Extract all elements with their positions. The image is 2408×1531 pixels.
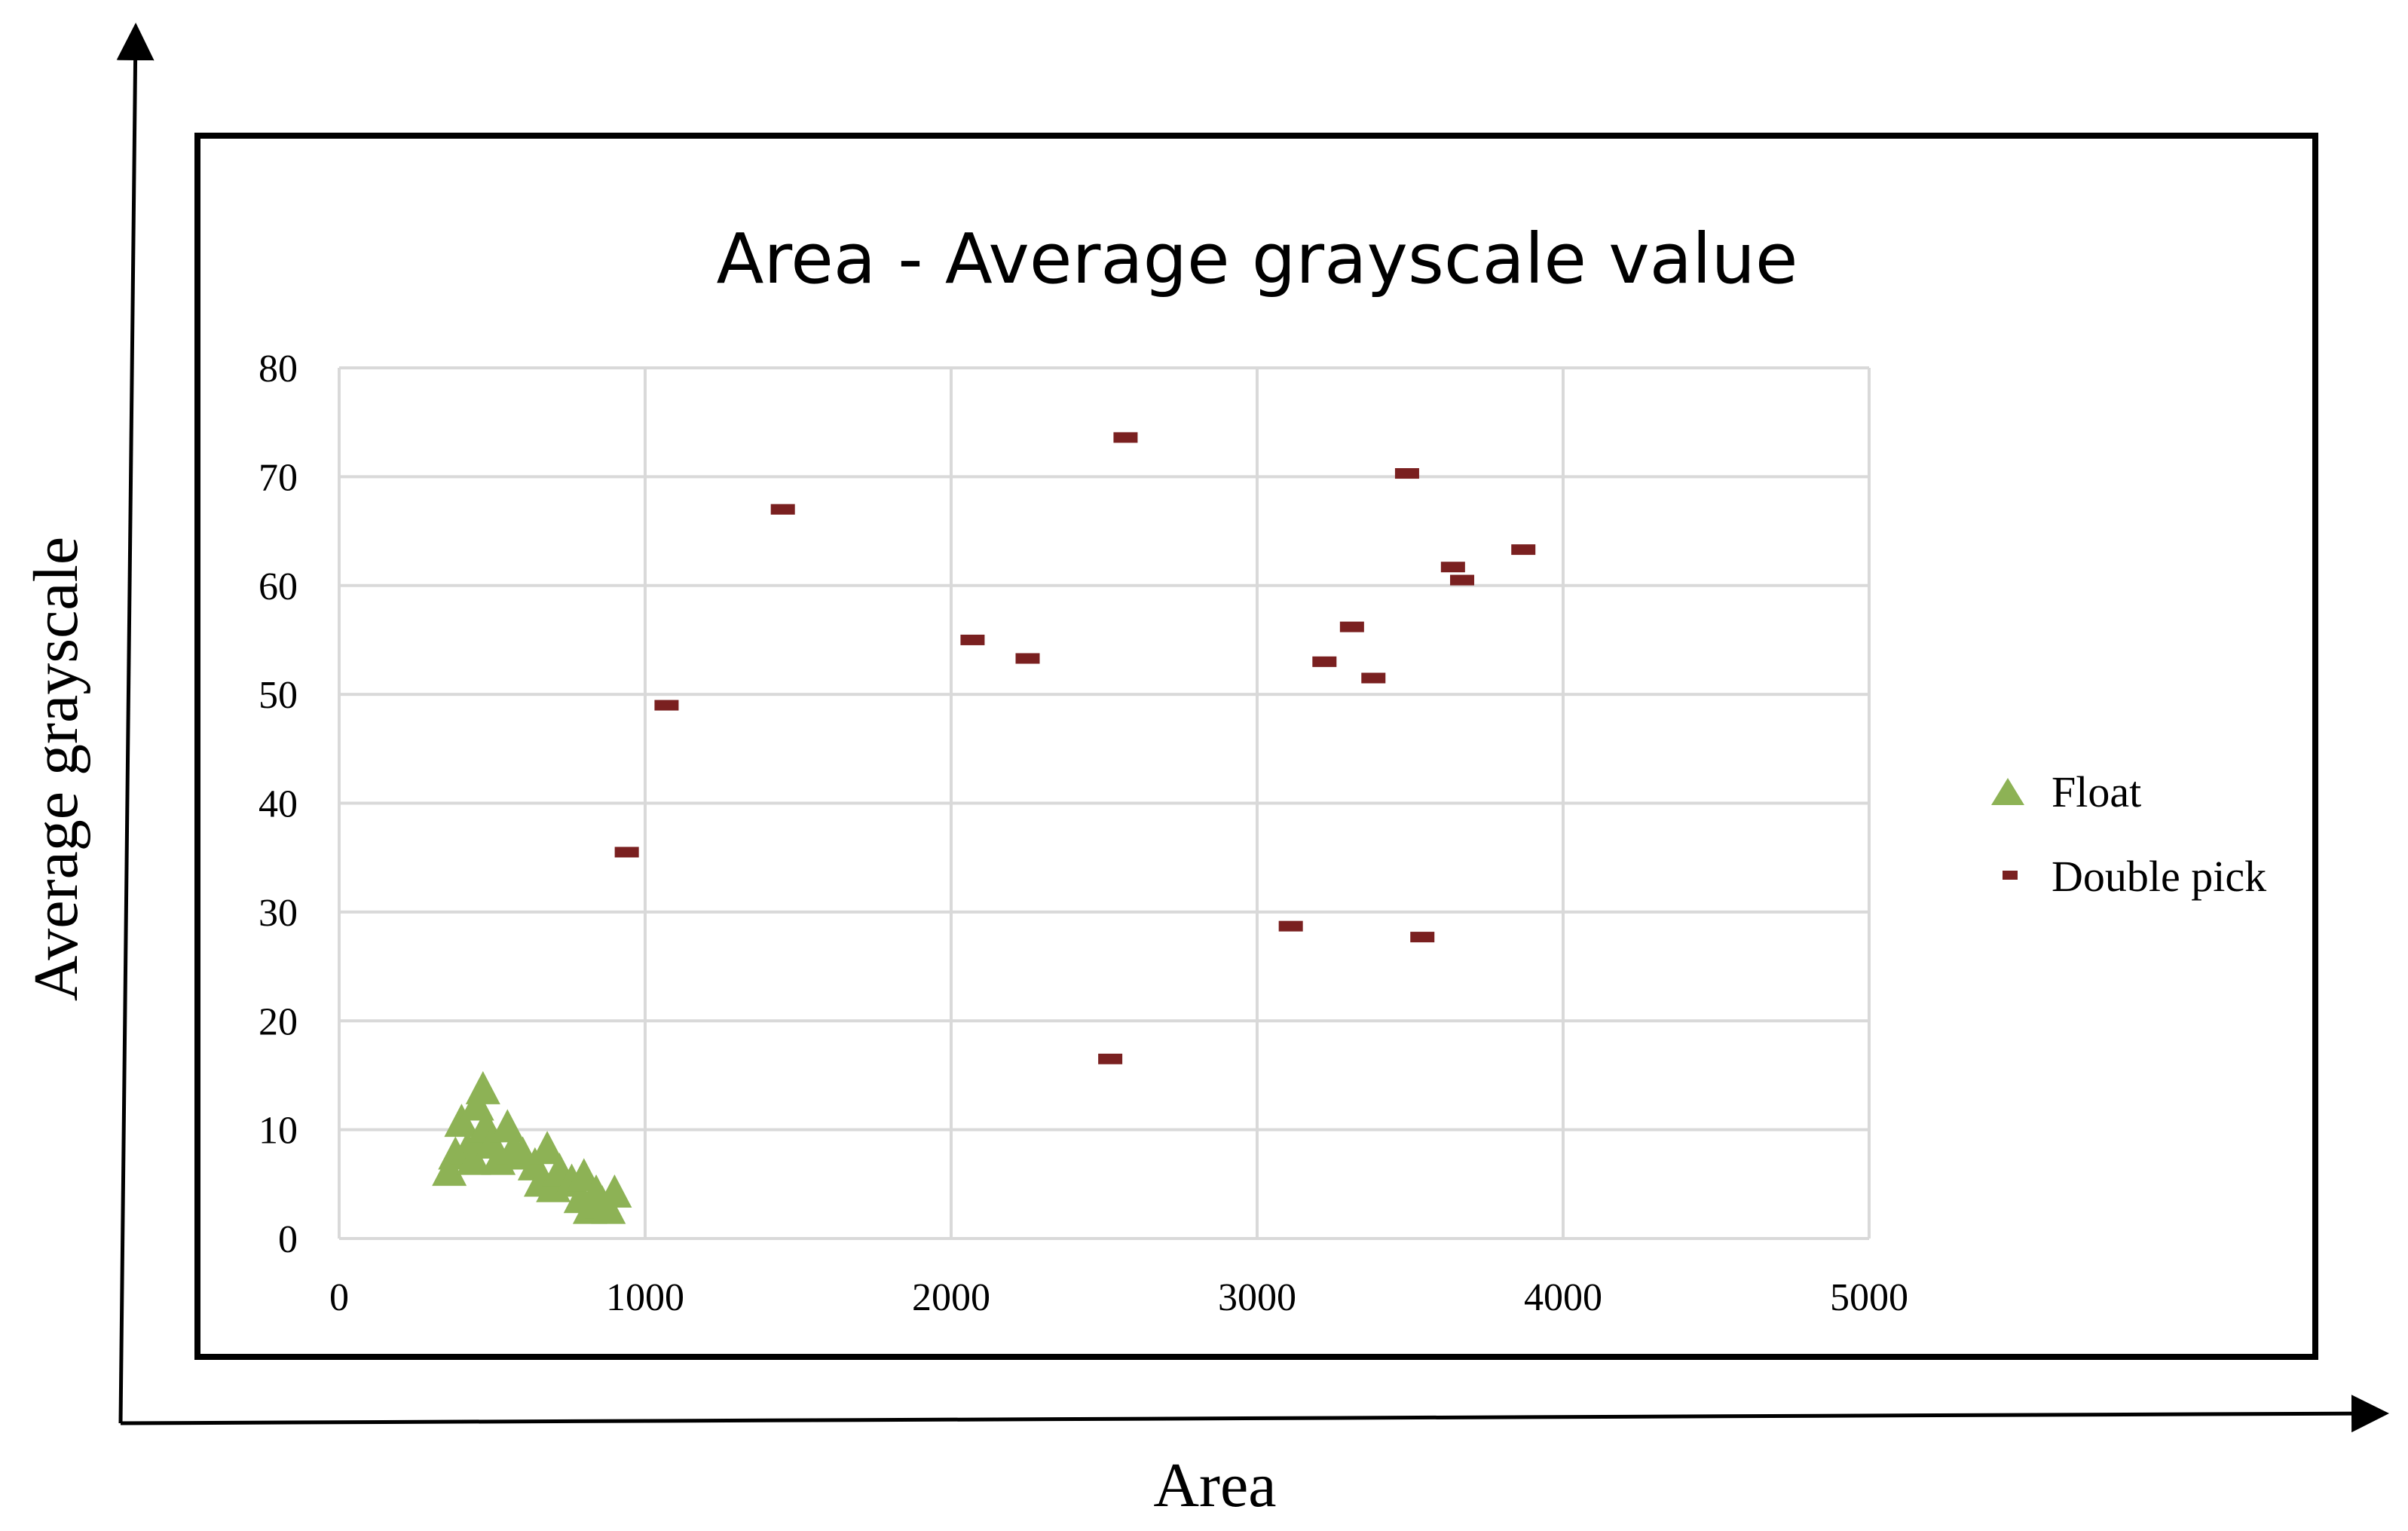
- y-tick-label: 60: [259, 565, 298, 608]
- legend-float-marker: [1991, 778, 2024, 805]
- y-tick-label: 10: [259, 1110, 298, 1153]
- double-pick-point: [1312, 656, 1337, 667]
- x-tick-label: 1000: [606, 1276, 684, 1319]
- double-pick-point: [1098, 1053, 1123, 1064]
- y-tick-label: 40: [259, 783, 298, 826]
- y-tick-label: 0: [278, 1218, 298, 1261]
- legend-double-pick-label: Double pick: [2052, 852, 2266, 901]
- legend: Float Double pick: [1991, 767, 2266, 901]
- legend-double-pick-marker: [2003, 871, 2018, 880]
- grid: [338, 366, 1871, 1240]
- double-pick-point: [1339, 621, 1364, 632]
- double-pick-point: [1278, 920, 1303, 932]
- double-pick-point: [960, 634, 985, 645]
- y-tick-label: 30: [259, 892, 298, 935]
- outer-x-axis-arrow: [120, 1395, 2389, 1433]
- double-pick-point: [1015, 653, 1040, 664]
- outer-y-axis-arrow: [116, 23, 155, 1424]
- float-point: [597, 1174, 632, 1208]
- double-pick-point: [1450, 574, 1475, 586]
- double-pick-point: [1361, 672, 1386, 684]
- float-point: [456, 1141, 491, 1175]
- y-tick-label: 80: [259, 348, 298, 390]
- chart-title: Area - Average grayscale value: [716, 219, 1798, 299]
- float-point: [530, 1131, 565, 1165]
- x-axis-title: Area: [1153, 1450, 1276, 1520]
- y-axis-title: Average grayscale: [21, 537, 91, 1001]
- y-tick-label: 20: [259, 1000, 298, 1043]
- double-pick-point: [1440, 562, 1465, 573]
- legend-float-label: Float: [2052, 767, 2141, 816]
- double-pick-point: [1394, 468, 1419, 479]
- x-tick-label: 3000: [1218, 1276, 1296, 1319]
- tick-labels: 0 1000 2000 3000 4000 5000 0 10 20 30 40 50 60 70 80: [259, 348, 1908, 1319]
- double-pick-point: [1113, 432, 1138, 443]
- float-point: [490, 1109, 525, 1143]
- y-tick-label: 50: [259, 674, 298, 717]
- x-tick-label: 0: [329, 1276, 349, 1319]
- double-pick-point: [1511, 544, 1536, 556]
- x-tick-label: 2000: [912, 1276, 990, 1319]
- double-pick-point: [654, 700, 679, 711]
- y-tick-label: 70: [259, 456, 298, 499]
- float-point: [465, 1070, 500, 1104]
- double-pick-point: [770, 504, 795, 515]
- double-pick-point: [1410, 932, 1435, 943]
- x-tick-label: 4000: [1524, 1276, 1602, 1319]
- double-pick-point: [614, 847, 639, 858]
- data-marks: [432, 432, 1536, 1224]
- x-tick-label: 5000: [1830, 1276, 1908, 1319]
